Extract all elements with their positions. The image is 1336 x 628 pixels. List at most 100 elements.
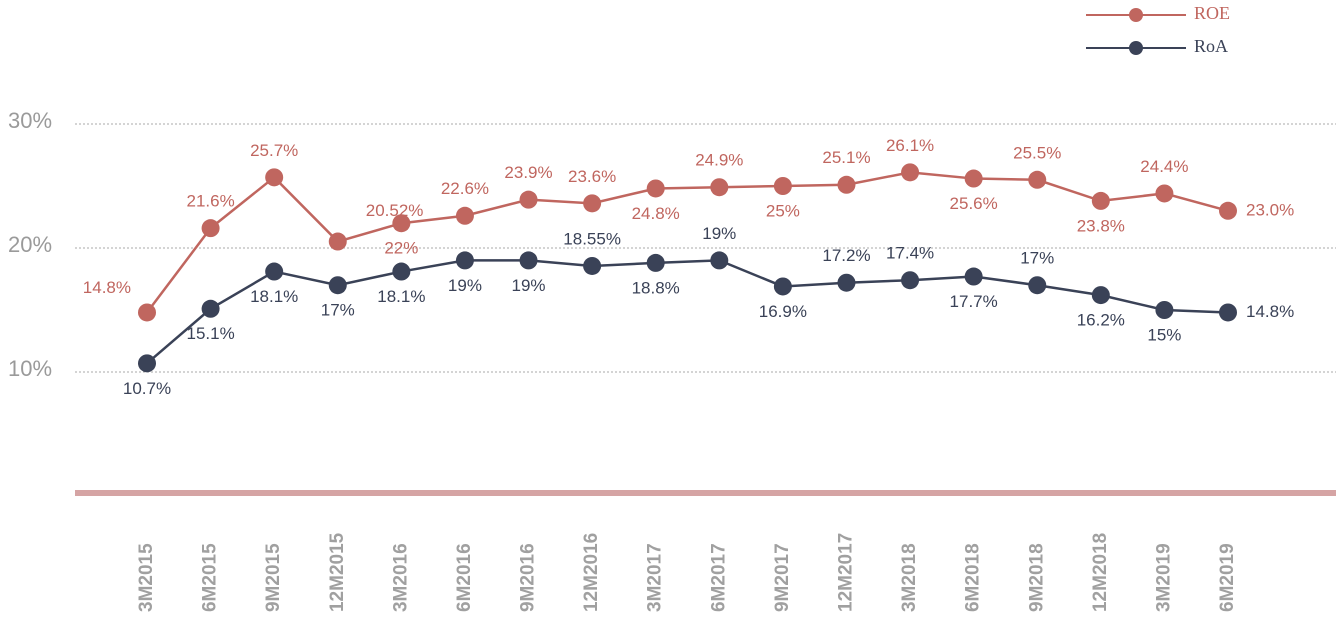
data-point (964, 267, 983, 286)
data-point (1219, 201, 1237, 220)
x-tick-label: 3M2019 (1153, 543, 1174, 612)
data-point (837, 175, 856, 194)
legend-marker (1129, 41, 1143, 55)
x-tick-label: 12M2015 (327, 532, 348, 612)
data-point (773, 177, 792, 195)
data-label: 19% (702, 224, 736, 243)
x-tick-label: 12M2016 (581, 533, 602, 612)
data-point (1028, 276, 1047, 295)
data-label: 23.6% (568, 167, 616, 186)
data-label: 19% (512, 276, 546, 295)
y-tick-label: 20% (8, 232, 52, 257)
data-label: 18.55% (563, 229, 621, 248)
data-label: 18.8% (632, 278, 680, 297)
data-label: 17.7% (950, 292, 998, 311)
data-label: 25.1% (822, 148, 870, 167)
data-point (583, 194, 602, 213)
x-tick-label: 6M2019 (1217, 543, 1238, 612)
data-point (964, 169, 983, 188)
data-label: 24.9% (695, 151, 743, 170)
data-label: 14.8% (1246, 302, 1294, 321)
data-point (265, 262, 284, 281)
data-point (710, 251, 729, 270)
data-point (1155, 184, 1174, 203)
data-label: 17.2% (822, 246, 870, 265)
data-point (138, 354, 156, 373)
data-label: 17% (321, 301, 355, 320)
data-label: 22% (384, 239, 418, 258)
data-label: 22.6% (441, 179, 489, 198)
data-label: 21.6% (186, 192, 234, 211)
data-label: 19% (448, 276, 482, 295)
data-label: 16.9% (759, 302, 807, 321)
x-tick-label: 6M2016 (454, 543, 475, 612)
legend-label: ROE (1194, 3, 1230, 23)
x-tick-label: 12M2018 (1090, 533, 1111, 612)
y-tick-label: 10% (8, 356, 52, 381)
data-label: 23.0% (1246, 200, 1294, 219)
x-tick-label: 9M2016 (518, 543, 539, 612)
data-point (646, 253, 665, 272)
data-label: 18.1% (250, 287, 298, 306)
data-label: 24.4% (1140, 157, 1188, 176)
x-tick-label: 6M2018 (963, 543, 984, 612)
data-label: 23.8% (1077, 216, 1125, 235)
data-label: 25.6% (950, 194, 998, 213)
x-tick-label: 3M2015 (136, 543, 157, 612)
data-point (201, 299, 220, 318)
data-label: 15.1% (186, 324, 234, 343)
series-line (146, 259, 1229, 365)
data-label: 10.7% (123, 379, 171, 398)
data-point (328, 276, 347, 295)
data-point (1219, 303, 1237, 322)
data-label: 17.4% (886, 244, 934, 263)
x-tick-label: 9M2015 (263, 543, 284, 612)
data-point (392, 214, 411, 233)
data-label: 18.1% (377, 287, 425, 306)
data-point (392, 262, 411, 281)
data-point (646, 179, 665, 198)
legend-label: RoA (1194, 36, 1228, 56)
data-label: 15% (1147, 325, 1181, 344)
x-tick-label: 9M2017 (772, 543, 793, 612)
data-point (901, 163, 920, 182)
data-point (138, 303, 156, 322)
data-label: 24.8% (632, 204, 680, 223)
x-tick-label: 3M2017 (645, 543, 666, 612)
data-point (773, 277, 792, 296)
data-label: 25.7% (250, 141, 298, 160)
data-point (901, 271, 920, 290)
data-label: 16.2% (1077, 311, 1125, 330)
x-tick-label: 3M2016 (390, 543, 411, 612)
data-label: 23.9% (504, 163, 552, 182)
data-point (328, 232, 347, 251)
x-tick-label: 9M2018 (1026, 543, 1047, 612)
data-point (1091, 286, 1110, 305)
data-point (583, 256, 602, 275)
data-point (710, 178, 729, 197)
data-label: 14.8% (83, 278, 131, 297)
data-point (455, 251, 474, 270)
data-point (455, 206, 474, 225)
y-tick-label: 30% (8, 108, 52, 133)
data-point (1028, 170, 1047, 189)
series-line (146, 171, 1229, 314)
data-label: 25.5% (1013, 143, 1061, 162)
data-label: 20.52% (366, 201, 424, 220)
x-tick-label: 12M2017 (835, 533, 856, 612)
data-label: 17% (1020, 249, 1054, 268)
data-point (837, 273, 856, 292)
x-tick-label: 3M2018 (899, 543, 920, 612)
data-label: 25% (766, 201, 800, 220)
data-point (519, 251, 538, 270)
data-label: 26.1% (886, 136, 934, 155)
x-tick-label: 6M2017 (708, 543, 729, 612)
data-point (265, 168, 284, 187)
data-point (1091, 191, 1110, 210)
data-point (519, 190, 538, 209)
legend-marker (1129, 8, 1143, 22)
data-point (201, 219, 220, 238)
data-point (1155, 301, 1174, 319)
x-tick-label: 6M2015 (200, 543, 221, 612)
